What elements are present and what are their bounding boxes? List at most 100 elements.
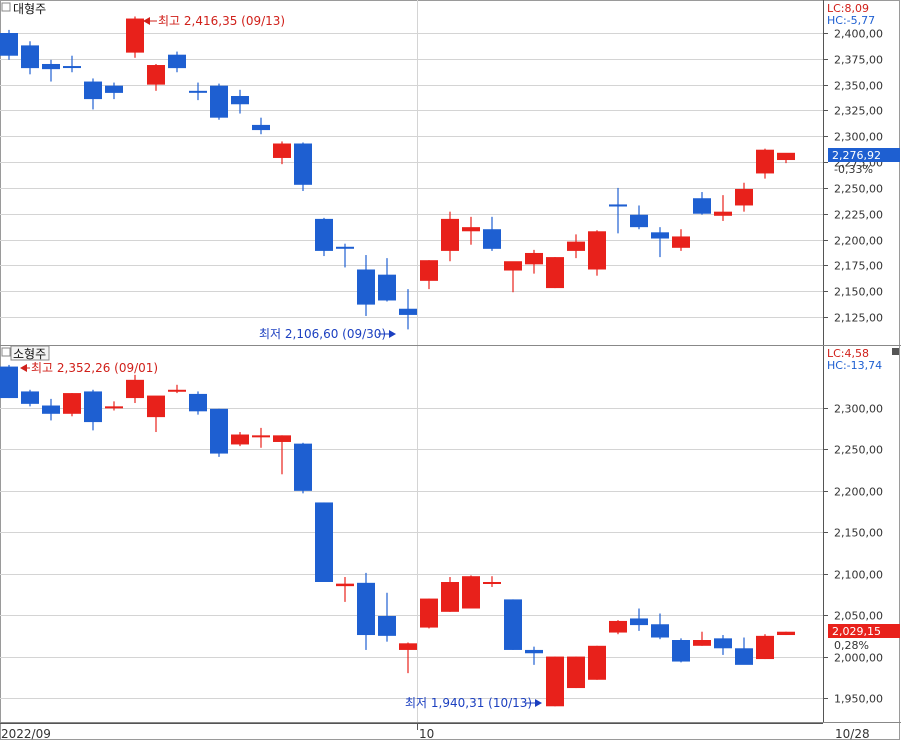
y-tick-label: 2,400,00: [834, 28, 883, 41]
candle-up: [504, 261, 522, 271]
candle-down: [84, 81, 102, 100]
y-tick-label: 2,175,00: [834, 260, 883, 273]
candle-up: [126, 18, 144, 53]
candle-up: [735, 188, 753, 206]
y-tick-label: 2,250,00: [834, 183, 883, 196]
candle-down: [252, 124, 270, 131]
candle-down: [315, 502, 333, 582]
candle-down: [189, 393, 207, 412]
candle-up: [231, 434, 249, 445]
candle-up: [525, 252, 543, 265]
y-tick-label: 1,950,00: [834, 693, 883, 706]
candle-up: [273, 143, 291, 158]
candle-up: [126, 379, 144, 399]
candle-up: [147, 65, 165, 85]
low-annotation: 최저 2,106,60 (09/30): [259, 327, 386, 341]
candle-down: [231, 95, 249, 105]
candle-up: [588, 231, 606, 270]
candle-up: [63, 393, 81, 414]
candle-up: [777, 152, 795, 161]
candle-up: [546, 257, 564, 289]
candle-down: [693, 198, 711, 214]
x-tick-label: 2022/09: [1, 727, 51, 740]
y-tick-label: 2,300,00: [834, 131, 883, 144]
candle-up: [777, 631, 795, 636]
y-tick-label: 2,300,00: [834, 403, 883, 416]
candle-up: [546, 656, 564, 707]
candle-down: [189, 90, 207, 93]
candle-up: [672, 236, 690, 248]
candle-down: [0, 366, 18, 399]
candle-up: [588, 645, 606, 680]
last-price-badge: [828, 624, 900, 638]
last-price-badge: [828, 148, 900, 162]
candle-up: [462, 227, 480, 232]
high-annotation: 최고 2,416,35 (09/13): [158, 14, 285, 28]
panel-title: 소형주: [13, 347, 46, 361]
candle-down: [105, 85, 123, 93]
change-percent: 0,28%: [834, 639, 869, 652]
candle-down: [63, 66, 81, 69]
y-tick-label: 2,050,00: [834, 610, 883, 623]
x-tick-label: 10/28: [835, 727, 870, 740]
hc-label: HC:-5,77: [827, 14, 875, 27]
candle-up: [420, 260, 438, 281]
candle-up: [168, 389, 186, 392]
last-price-value: 2,029,15: [832, 625, 881, 638]
panel-title: 대형주: [13, 2, 46, 16]
y-tick-label: 2,100,00: [834, 569, 883, 582]
candle-up: [609, 620, 627, 633]
candle-down: [483, 229, 501, 249]
candle-up: [756, 635, 774, 660]
x-tick-label: 10: [419, 727, 434, 740]
candle-down: [294, 143, 312, 185]
candle-down: [357, 269, 375, 305]
candle-down: [21, 391, 39, 404]
candle-down: [399, 308, 417, 315]
candle-down: [84, 391, 102, 423]
y-tick-label: 2,325,00: [834, 105, 883, 118]
candle-down: [651, 624, 669, 638]
last-price-value: 2,276,92: [832, 149, 881, 162]
candle-up: [567, 656, 585, 689]
candle-up: [462, 576, 480, 609]
y-tick-label: 2,150,00: [834, 527, 883, 540]
hc-label: HC:-13,74: [827, 359, 882, 372]
candle-down: [210, 85, 228, 118]
candle-up: [714, 211, 732, 216]
y-tick-label: 2,125,00: [834, 312, 883, 325]
panel-collapse-icon[interactable]: [1, 2, 11, 12]
candle-down: [378, 274, 396, 301]
candle-down: [525, 649, 543, 654]
panel-maximize-icon[interactable]: [892, 348, 899, 355]
y-tick-label: 2,200,00: [834, 235, 883, 248]
candle-down: [672, 640, 690, 662]
candle-down: [21, 45, 39, 69]
panel-collapse-icon[interactable]: [1, 347, 11, 357]
candle-up: [336, 583, 354, 587]
candle-up: [420, 598, 438, 628]
candle-down: [315, 218, 333, 251]
panel-title-box: [10, 345, 50, 361]
candle-down: [609, 204, 627, 207]
candle-up: [105, 406, 123, 409]
candle-down: [630, 214, 648, 228]
candle-down: [294, 443, 312, 491]
candle-down: [42, 405, 60, 414]
low-annotation: 최저 1,940,31 (10/13): [405, 696, 532, 710]
candle-up: [273, 435, 291, 442]
high-arrow-icon: [20, 364, 27, 372]
candle-down: [378, 615, 396, 636]
lc-label: LC:8,09: [827, 2, 869, 15]
candle-up: [252, 435, 270, 438]
low-arrow-icon: [389, 330, 396, 338]
candle-up: [441, 218, 459, 251]
candle-up: [693, 640, 711, 646]
candle-up: [567, 241, 585, 251]
candle-down: [504, 599, 522, 650]
y-tick-label: 2,250,00: [834, 444, 883, 457]
low-arrow-icon: [535, 699, 542, 707]
candle-up: [756, 149, 774, 174]
candle-down: [651, 232, 669, 239]
